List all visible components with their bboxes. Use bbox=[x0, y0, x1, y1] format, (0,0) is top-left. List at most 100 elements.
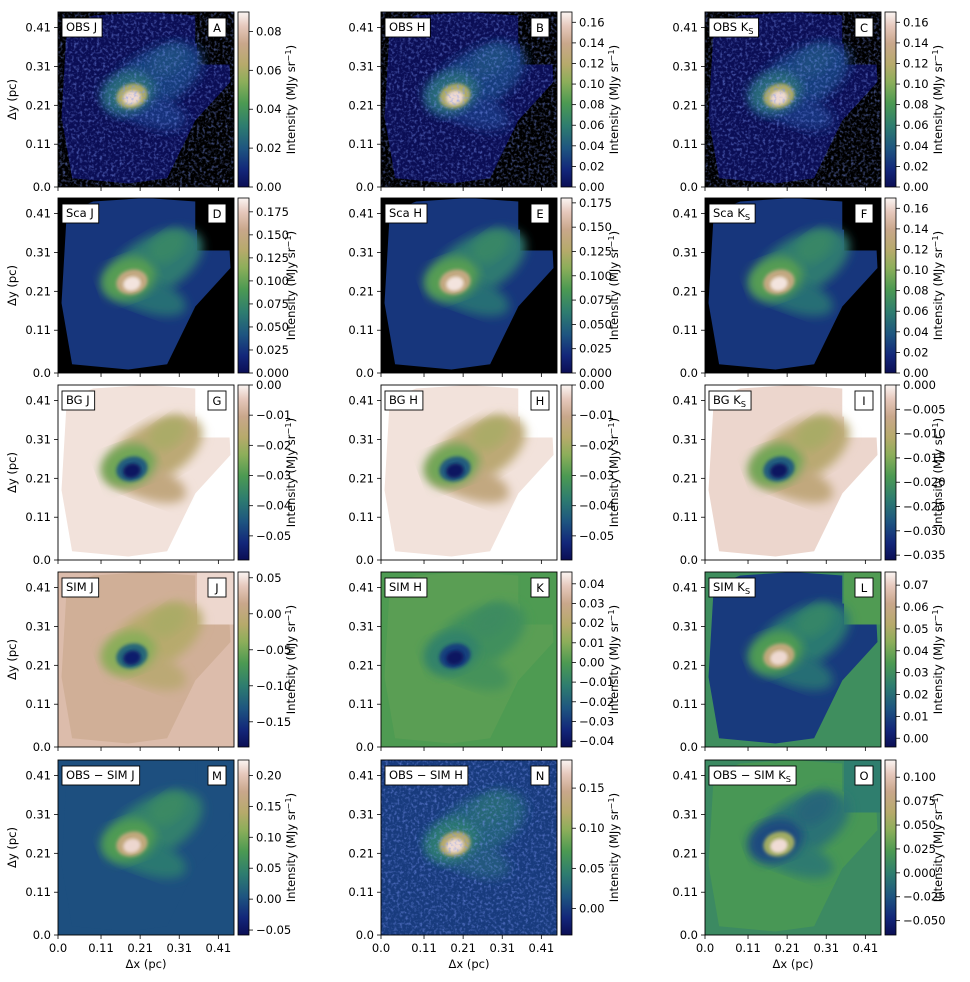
y-tick-label: 0.31 bbox=[672, 432, 698, 446]
y-tick-label: 0.11 bbox=[25, 885, 51, 899]
x-tick-label: 0.21 bbox=[450, 941, 476, 955]
colorbar-tick-label: 0.14 bbox=[579, 36, 605, 50]
y-tick-label: 0.21 bbox=[672, 471, 698, 485]
x-tick-label: 0.0 bbox=[49, 941, 67, 955]
y-tick-label: 0.31 bbox=[25, 807, 51, 821]
y-tick-label: 0.41 bbox=[25, 581, 51, 595]
colorbar-tick-label: 0.00 bbox=[256, 607, 282, 621]
nebula-ridge bbox=[148, 604, 187, 638]
axes-frame bbox=[57, 197, 235, 374]
heatmap-image bbox=[58, 198, 234, 373]
y-axis-label: Δy (pc) bbox=[5, 639, 19, 680]
colorbar: 0.00 0.02 0.04 0.06 0.08 0.10 0.12 0.14 0.16 Inte… bbox=[884, 11, 945, 194]
colorbar-label: Intensity (MJy sr−1) bbox=[930, 605, 945, 714]
panel-h: 0.0 0.11 0.21 0.31 0.41 BG H H 0.00 −0.01 −0.02 −0… bbox=[348, 378, 621, 567]
y-tick-label: 0.41 bbox=[348, 769, 374, 783]
panel-f: 0.00.110.210.310.41 Sca KS F0.000.020.040.… bbox=[672, 197, 945, 380]
colorbar-gradient bbox=[237, 384, 250, 561]
colorbar-tick-label: −0.04 bbox=[579, 734, 614, 748]
panel-letter: N bbox=[530, 765, 550, 786]
svg-text:Sca KS: Sca KS bbox=[713, 206, 750, 222]
colorbar-label: Intensity (MJy sr−1) bbox=[283, 605, 298, 714]
colorbar-label: Intensity (MJy sr−1) bbox=[283, 418, 298, 527]
colorbar-label: Intensity (MJy sr−1) bbox=[606, 605, 621, 714]
panel-title: Sca J bbox=[61, 203, 100, 224]
colorbar: 0.00 −0.01 −0.02 −0.03 −0.04 −0.05 Intensity (… bbox=[237, 378, 298, 561]
y-tick-label: 0.0 bbox=[33, 553, 51, 567]
colorbar-tick-label: −0.03 bbox=[579, 469, 614, 483]
svg-text:OBS J: OBS J bbox=[66, 20, 97, 34]
y-tick-label: 0.41 bbox=[25, 207, 51, 221]
y-tick-label: 0.11 bbox=[348, 510, 374, 524]
colorbar-tick-label: 0.01 bbox=[579, 636, 605, 650]
svg-text:M: M bbox=[212, 769, 222, 783]
y-tick-label: 0.31 bbox=[672, 245, 698, 259]
y-tick-label: 0.31 bbox=[672, 59, 698, 73]
svg-text:BG H: BG H bbox=[389, 393, 418, 407]
colorbar-tick-label: 0.00 bbox=[903, 366, 929, 380]
y-tick-label: 0.21 bbox=[672, 658, 698, 672]
y-tick-label: 0.21 bbox=[348, 658, 374, 672]
colorbar-tick-label: 0.175 bbox=[579, 196, 612, 210]
colorbar-tick-label: −0.02 bbox=[256, 438, 291, 452]
y-tick-label: 0.41 bbox=[25, 769, 51, 783]
panel-letter: L bbox=[854, 577, 874, 598]
noise-texture bbox=[381, 12, 557, 187]
svg-text:H: H bbox=[536, 394, 545, 408]
heatmap-image bbox=[381, 760, 557, 935]
colorbar-tick-label: 0.00 bbox=[579, 655, 605, 669]
y-tick-label: 0.0 bbox=[356, 366, 374, 380]
colorbar-tick-label: −0.015 bbox=[903, 451, 946, 465]
panel-letter: C bbox=[854, 17, 874, 38]
svg-text:Sca J: Sca J bbox=[66, 206, 94, 220]
x-tick-label: 0.31 bbox=[813, 941, 839, 955]
x-axis-label: Δx (pc) bbox=[773, 957, 814, 971]
colorbar: 0.00 −0.01 −0.02 −0.03 −0.04 −0.05 Intensity (… bbox=[560, 378, 621, 561]
svg-text:G: G bbox=[213, 394, 222, 408]
colorbar-tick-label: 0.050 bbox=[579, 317, 612, 331]
axes-frame bbox=[380, 197, 558, 374]
colorbar-tick-label: 0.10 bbox=[256, 830, 282, 844]
panel-i: 0.0 0.11 0.21 0.31 0.41 BG KS I 0.000 −0.005 −0.0… bbox=[672, 378, 945, 567]
colorbar-label: Intensity (MJy sr−1) bbox=[606, 793, 621, 902]
axes-frame bbox=[57, 571, 235, 748]
panel-k: 0.00.110.210.310.41 SIM H K 0.040.030.020.0… bbox=[348, 571, 621, 754]
noise-texture bbox=[381, 760, 557, 935]
axes-frame bbox=[57, 759, 235, 936]
panel-grid: 0.0 0.11 0.21 0.31 0.41 Δy (pc) OBS J A 0.00 0.02… bbox=[5, 11, 946, 971]
colorbar-label: Intensity (MJy sr−1) bbox=[930, 45, 945, 154]
colorbar-label: Intensity (MJy sr−1) bbox=[283, 45, 298, 154]
panel-g: 0.0 0.11 0.21 0.31 0.41 Δy (pc) BG J G 0.00 −0.01… bbox=[5, 378, 298, 567]
colorbar-tick-label: 0.08 bbox=[903, 284, 929, 298]
svg-text:L: L bbox=[861, 581, 868, 595]
colorbar-tick-label: 0.06 bbox=[903, 304, 929, 318]
nebula-ridge bbox=[471, 417, 510, 451]
svg-text:SIM H: SIM H bbox=[389, 580, 422, 594]
colorbar-label: Intensity (MJy sr−1) bbox=[930, 231, 945, 340]
y-tick-label: 0.41 bbox=[672, 769, 698, 783]
nebula-peak bbox=[123, 463, 141, 478]
colorbar-tick-label: 0.00 bbox=[579, 180, 605, 194]
nebula-ridge bbox=[148, 230, 187, 264]
svg-text:BG KS: BG KS bbox=[713, 393, 746, 409]
colorbar-tick-label: 0.000 bbox=[903, 378, 936, 392]
panel-title: BG KS bbox=[708, 390, 752, 411]
colorbar-tick-label: 0.03 bbox=[903, 666, 929, 680]
colorbar-tick-label: 0.12 bbox=[903, 56, 929, 70]
y-tick-label: 0.11 bbox=[348, 323, 374, 337]
noise-texture bbox=[58, 12, 234, 187]
colorbar-tick-label: 0.025 bbox=[256, 343, 289, 357]
colorbar-tick-label: 0.03 bbox=[579, 596, 605, 610]
colorbar-tick-label: 0.00 bbox=[256, 892, 282, 906]
colorbar-label: Intensity (MJy sr−1) bbox=[930, 418, 945, 527]
y-tick-label: 0.11 bbox=[25, 510, 51, 524]
heatmap-image bbox=[381, 12, 557, 187]
y-tick-label: 0.21 bbox=[348, 846, 374, 860]
heatmap-image bbox=[705, 572, 881, 747]
heatmap-image bbox=[705, 198, 881, 373]
y-tick-label: 0.41 bbox=[348, 207, 374, 221]
colorbar: 0.04 0.03 0.02 0.01 0.00 −0.01 −0.02 −0.03 −0.04… bbox=[560, 571, 621, 748]
colorbar-label: Intensity (MJy sr−1) bbox=[283, 793, 298, 902]
y-tick-label: 0.11 bbox=[672, 137, 698, 151]
y-tick-label: 0.31 bbox=[25, 619, 51, 633]
